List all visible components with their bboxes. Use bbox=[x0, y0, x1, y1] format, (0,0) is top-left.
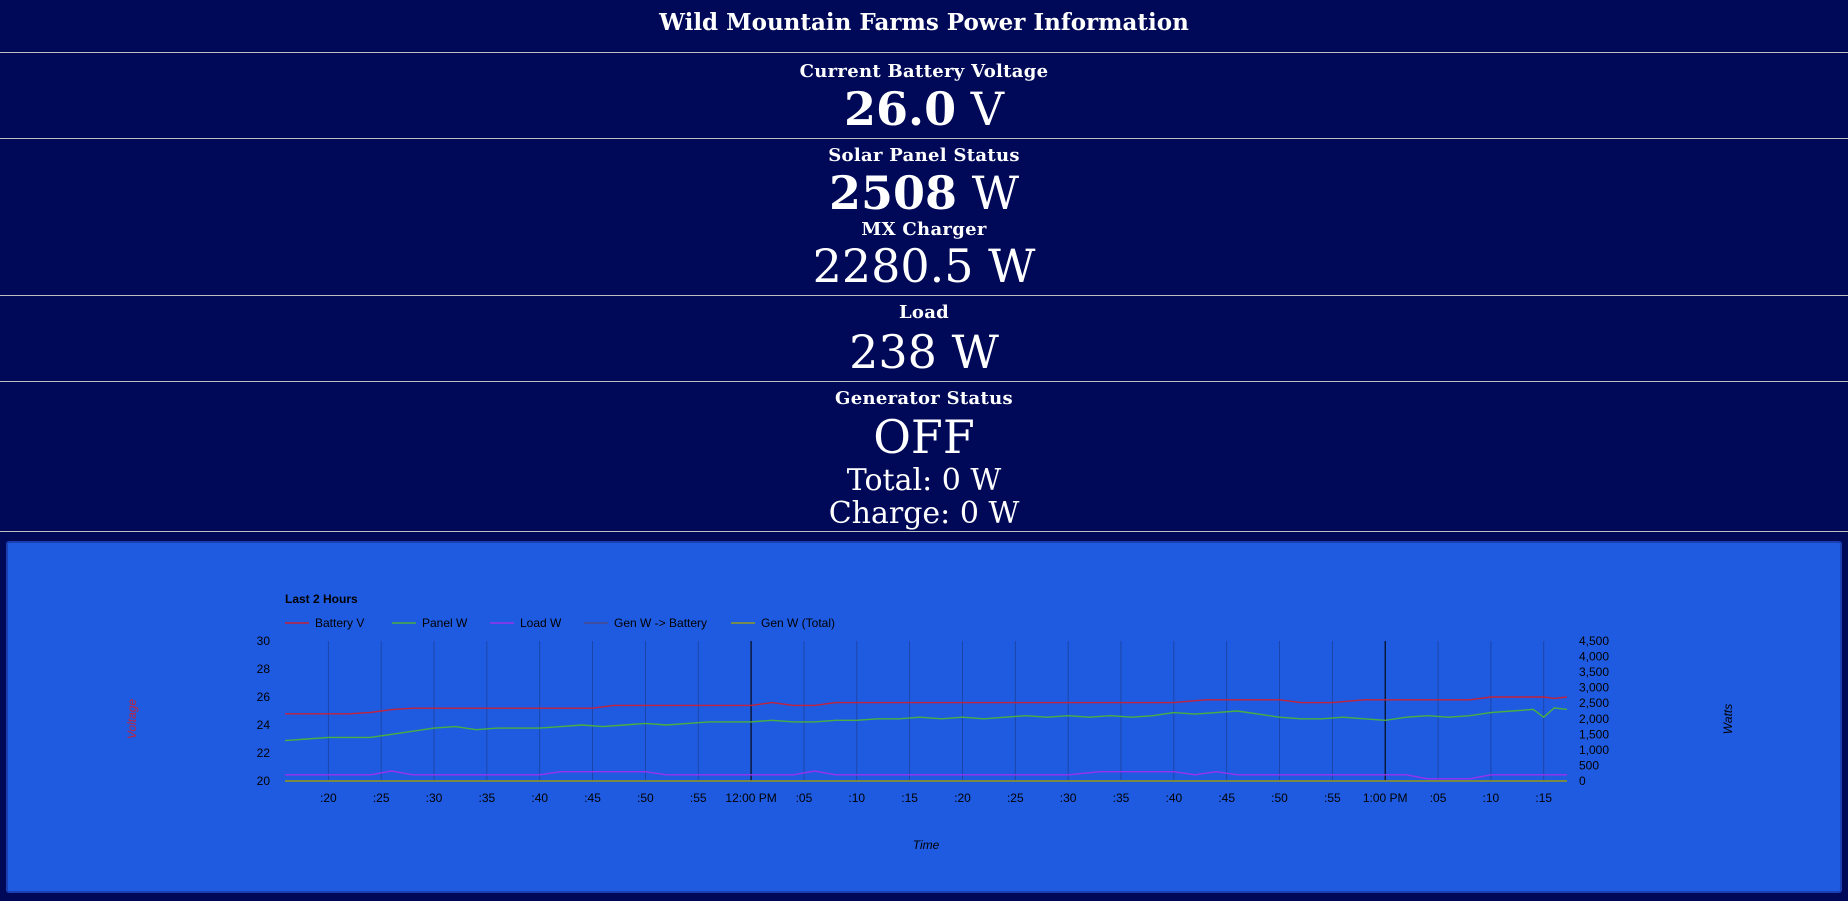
charger-value: 2280.5 W bbox=[812, 239, 1036, 293]
load-section: Load 238 W bbox=[0, 296, 1848, 381]
y-right-tick-label: 3,000 bbox=[1579, 681, 1609, 695]
x-tick-label: :10 bbox=[1483, 791, 1500, 805]
page-title: Wild Mountain Farms Power Information bbox=[659, 9, 1189, 36]
y-right-tick-label: 2,000 bbox=[1579, 712, 1609, 726]
x-tick-label: :15 bbox=[1535, 791, 1552, 805]
battery-section: Current Battery Voltage 26.0 V bbox=[0, 53, 1848, 138]
x-tick-label: :35 bbox=[479, 791, 496, 805]
y-right-tick-label: 2,500 bbox=[1579, 696, 1609, 710]
solar-value: 2508 bbox=[829, 166, 958, 220]
solar-value-row: 2508 W bbox=[0, 167, 1848, 219]
y-right-tick-label: 1,000 bbox=[1579, 743, 1609, 757]
chart-legend: Battery V Panel W Load W Gen W -> Battery Ge… bbox=[285, 616, 835, 630]
battery-value-row: 26.0 V bbox=[0, 83, 1848, 135]
x-tick-label: :05 bbox=[796, 791, 813, 805]
power-history-chart: Last 2 Hours Battery V Panel W Load W Gen W… bbox=[125, 592, 1735, 852]
y-left-tick-label: 30 bbox=[257, 634, 271, 648]
divider bbox=[0, 52, 1848, 53]
charger-label: MX Charger bbox=[861, 219, 987, 240]
legend-entry: Panel W bbox=[422, 616, 468, 630]
x-tick-label: :15 bbox=[901, 791, 918, 805]
x-tick-label: :55 bbox=[1324, 791, 1341, 805]
y-right-tick-label: 500 bbox=[1579, 758, 1599, 772]
x-tick-label: :40 bbox=[1165, 791, 1182, 805]
chart-grid bbox=[285, 641, 1567, 782]
series-line bbox=[285, 770, 1567, 780]
y-left-tick-label: 24 bbox=[257, 718, 271, 732]
chart-panel: Last 2 Hours Battery V Panel W Load W Gen W… bbox=[6, 541, 1842, 893]
y-axis-right-label: Watts bbox=[1721, 704, 1735, 734]
battery-unit: V bbox=[970, 82, 1004, 136]
x-tick-label: :20 bbox=[320, 791, 337, 805]
legend-entry: Battery V bbox=[315, 616, 364, 630]
chart-series bbox=[284, 696, 1568, 782]
generator-section: Generator Status OFF Total: 0 W Charge: … bbox=[0, 382, 1848, 531]
y-axis-left-label: Voltage bbox=[125, 699, 139, 740]
x-tick-label: :45 bbox=[584, 791, 601, 805]
y-right-tick-label: 0 bbox=[1579, 774, 1586, 788]
x-tick-label: :25 bbox=[373, 791, 390, 805]
solar-label: Solar Panel Status bbox=[828, 145, 1020, 166]
load-value: 238 W bbox=[849, 325, 999, 379]
legend-entry: Gen W (Total) bbox=[761, 616, 835, 630]
generator-charge: Charge: 0 W bbox=[828, 496, 1020, 531]
battery-value: 26.0 bbox=[844, 82, 957, 136]
x-tick-label: :25 bbox=[1007, 791, 1024, 805]
y-right-tick-label: 4,500 bbox=[1579, 634, 1609, 648]
divider bbox=[0, 381, 1848, 382]
x-tick-label: :50 bbox=[637, 791, 654, 805]
y-right-tick-label: 3,500 bbox=[1579, 665, 1609, 679]
divider bbox=[0, 138, 1848, 139]
x-tick-label: 1:00 PM bbox=[1363, 791, 1408, 805]
x-tick-label: :40 bbox=[531, 791, 548, 805]
x-tick-label: :35 bbox=[1113, 791, 1130, 805]
y-left-tick-label: 20 bbox=[257, 774, 271, 788]
y-left-tick-label: 28 bbox=[257, 662, 271, 676]
generator-total: Total: 0 W bbox=[846, 463, 1002, 498]
x-tick-label: :30 bbox=[426, 791, 443, 805]
chart-title: Last 2 Hours bbox=[285, 592, 358, 606]
x-tick-label: 12:00 PM bbox=[725, 791, 776, 805]
y-right-tick-label: 1,500 bbox=[1579, 727, 1609, 741]
series-line bbox=[284, 707, 1568, 742]
y-left-tick-label: 22 bbox=[257, 746, 271, 760]
x-axis: :20 :25 :30 :35 :40 :45 :50 :55 12:00 PM :05 :10 :1… bbox=[320, 791, 1552, 805]
divider bbox=[0, 295, 1848, 296]
x-tick-label: :20 bbox=[954, 791, 971, 805]
y-left-tick-label: 26 bbox=[257, 690, 271, 704]
y-axis-left: 20 22 24 26 28 30 bbox=[257, 634, 271, 788]
x-tick-label: :55 bbox=[690, 791, 707, 805]
series-line bbox=[285, 696, 1568, 715]
x-tick-label: :30 bbox=[1060, 791, 1077, 805]
x-axis-label: Time bbox=[913, 838, 940, 852]
load-label: Load bbox=[898, 302, 950, 323]
generator-label: Generator Status bbox=[835, 388, 1013, 409]
generator-status: OFF bbox=[873, 410, 975, 464]
solar-unit: W bbox=[971, 166, 1019, 220]
x-tick-label: :05 bbox=[1430, 791, 1447, 805]
x-tick-label: :10 bbox=[848, 791, 865, 805]
solar-section: Solar Panel Status 2508 W MX Charger 228… bbox=[0, 139, 1848, 295]
divider bbox=[0, 531, 1848, 532]
x-tick-label: :45 bbox=[1218, 791, 1235, 805]
legend-entry: Gen W -> Battery bbox=[614, 616, 707, 630]
legend-entry: Load W bbox=[520, 616, 562, 630]
y-right-tick-label: 4,000 bbox=[1579, 650, 1609, 664]
battery-label: Current Battery Voltage bbox=[799, 61, 1049, 82]
x-tick-label: :50 bbox=[1271, 791, 1288, 805]
